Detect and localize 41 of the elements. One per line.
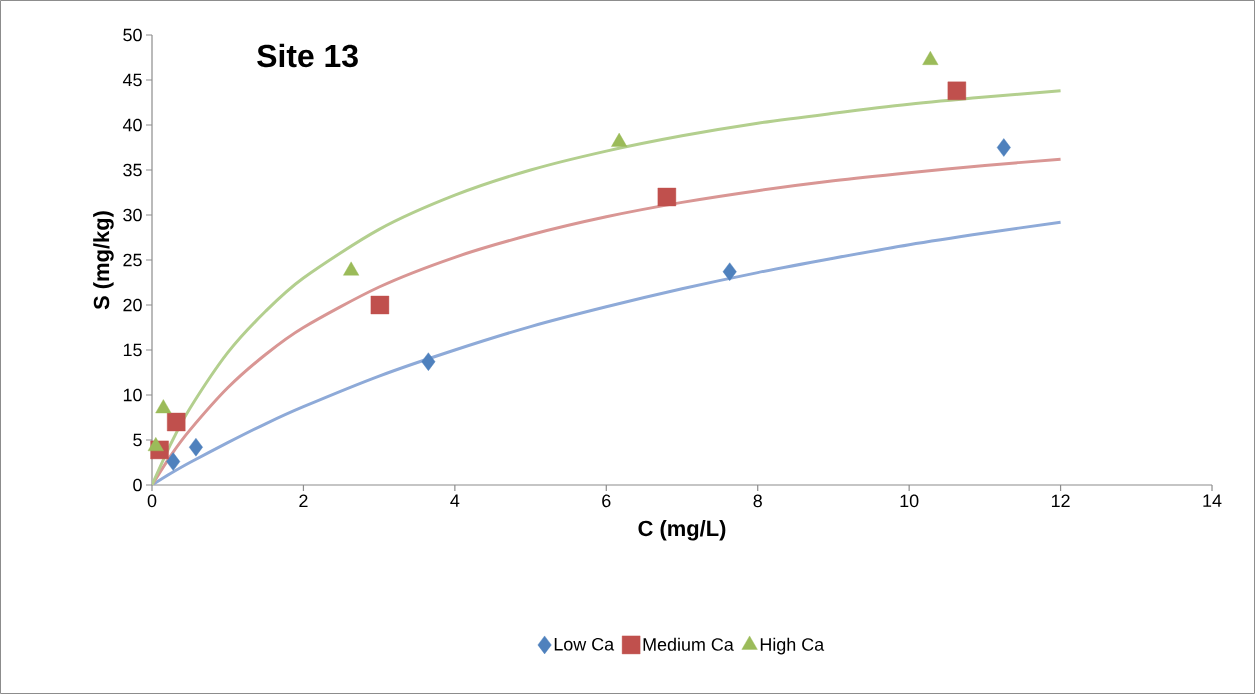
point xyxy=(167,412,186,432)
point xyxy=(611,132,628,147)
y-tick-label: 50 xyxy=(123,28,142,42)
y-tick-label: 20 xyxy=(123,298,142,312)
y-tick-label: 35 xyxy=(123,163,142,177)
point xyxy=(166,452,181,471)
legend-label: High Ca xyxy=(760,637,825,655)
line-series xyxy=(152,220,1063,485)
x-axis-title: C (mg/L) xyxy=(638,520,726,541)
x-tick-label: 14 xyxy=(1203,494,1222,507)
line-series xyxy=(152,157,1063,485)
x-tick-label: 10 xyxy=(900,494,919,508)
y-tick-label: 25 xyxy=(123,253,142,267)
y-tick-label: 5 xyxy=(133,433,142,447)
point xyxy=(922,51,939,65)
x-tick-label: 0 xyxy=(147,494,157,508)
x-tick-label: 4 xyxy=(450,494,460,507)
point xyxy=(343,261,360,276)
x-tick-label: 12 xyxy=(1051,494,1070,508)
y-tick-label: 15 xyxy=(123,343,142,357)
x-tick-label: 6 xyxy=(602,494,611,508)
legend-label: Medium Ca xyxy=(643,637,734,651)
y-tick-label: 40 xyxy=(122,118,142,132)
y-tick-label: 10 xyxy=(123,388,142,402)
y-axis-title: S (mg/kg) xyxy=(93,211,114,310)
y-tick-label: 0 xyxy=(133,478,142,492)
point xyxy=(370,295,390,315)
point xyxy=(421,352,436,371)
point xyxy=(155,399,172,414)
point xyxy=(947,81,967,100)
point xyxy=(657,187,677,207)
point xyxy=(996,138,1011,157)
point xyxy=(722,262,737,281)
x-tick-label: 8 xyxy=(753,494,762,508)
chart-title: Site 13 xyxy=(257,43,358,68)
line-series xyxy=(152,89,1063,485)
point xyxy=(188,438,203,457)
legend-label: Low Ca xyxy=(554,637,615,651)
x-tick-label: 2 xyxy=(299,494,308,508)
y-tick-label: 30 xyxy=(123,208,142,222)
y-tick-label: 45 xyxy=(122,73,142,87)
